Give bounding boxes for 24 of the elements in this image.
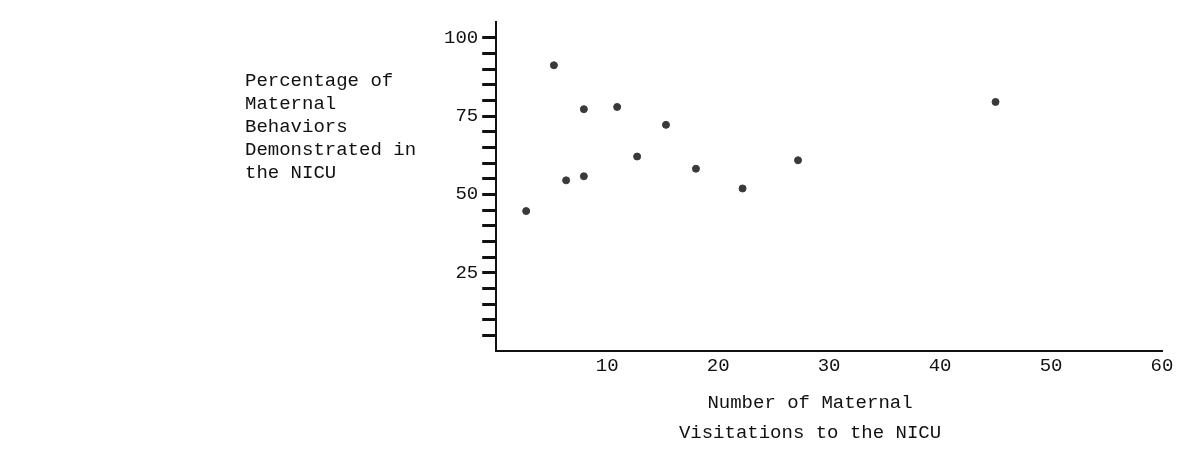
point [579, 172, 588, 181]
x-tick-label: 10 [595, 354, 619, 377]
y-axis-title: Percentage of Maternal Behaviors Demonstrated in the NICU [245, 70, 418, 185]
y-tick-label: 100 [443, 26, 479, 49]
point [562, 176, 571, 185]
point [738, 184, 747, 193]
y-tick-label: 50 [455, 183, 479, 206]
point [579, 105, 588, 114]
y-tick-label: 75 [455, 105, 479, 128]
x-tick-label: 50 [1039, 354, 1063, 377]
point [991, 97, 1000, 106]
x-tick-label: 20 [706, 354, 730, 377]
y-tick-label: 25 [455, 261, 479, 284]
point [794, 156, 803, 165]
point [549, 61, 558, 70]
x-tick-label: 30 [817, 354, 841, 377]
point [613, 102, 622, 111]
point [522, 207, 531, 216]
x-tick-label: 40 [928, 354, 952, 377]
point [691, 164, 700, 173]
x-axis-title: Number of Maternal Visitations to the NICU [677, 391, 943, 446]
point [661, 120, 670, 129]
x-tick-label: 60 [1150, 354, 1174, 377]
point [633, 152, 642, 161]
